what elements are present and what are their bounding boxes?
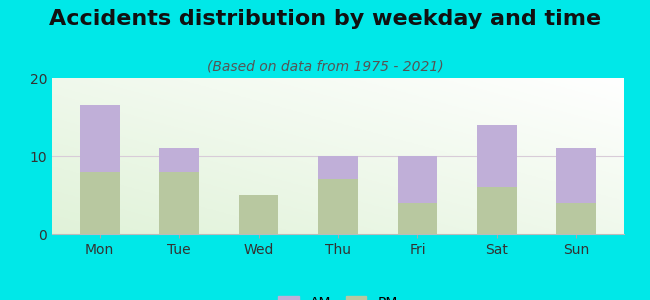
- Legend: AM, PM: AM, PM: [272, 291, 404, 300]
- Bar: [477, 187, 517, 234]
- Text: (Based on data from 1975 - 2021): (Based on data from 1975 - 2021): [207, 60, 443, 74]
- Bar: [477, 125, 517, 187]
- Bar: [318, 156, 358, 179]
- Bar: [318, 179, 358, 234]
- Text: Accidents distribution by weekday and time: Accidents distribution by weekday and ti…: [49, 9, 601, 29]
- Bar: [556, 203, 596, 234]
- Bar: [80, 172, 120, 234]
- Bar: [556, 148, 596, 203]
- Bar: [159, 172, 199, 234]
- Bar: [398, 156, 437, 203]
- Bar: [239, 195, 278, 234]
- Bar: [80, 105, 120, 172]
- Bar: [159, 148, 199, 172]
- Bar: [398, 203, 437, 234]
